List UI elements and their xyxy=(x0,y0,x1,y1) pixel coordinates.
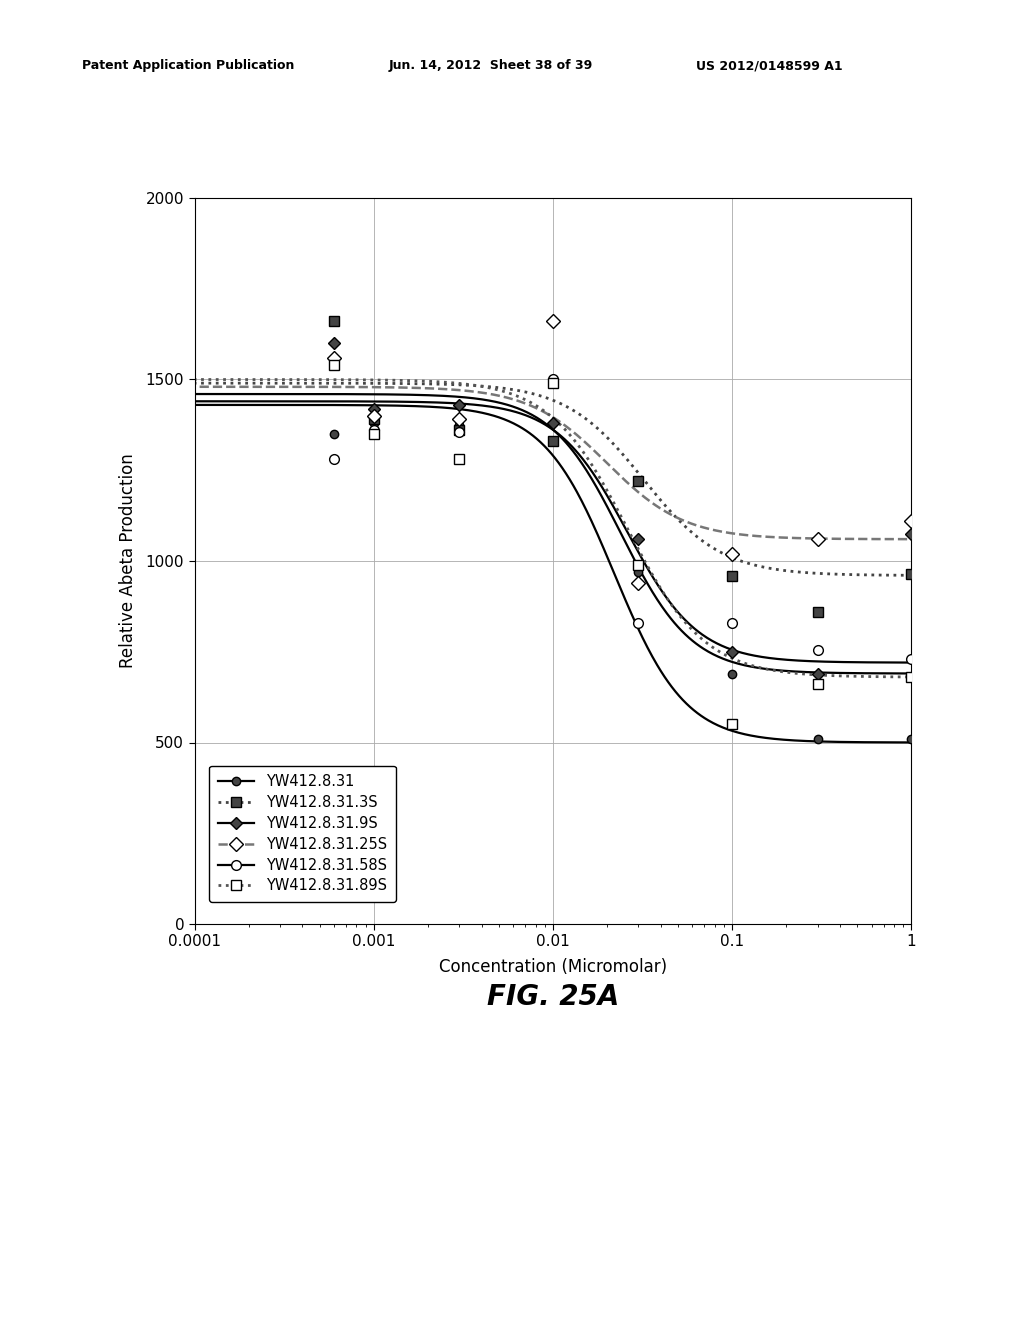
X-axis label: Concentration (Micromolar): Concentration (Micromolar) xyxy=(439,958,667,975)
Text: Patent Application Publication: Patent Application Publication xyxy=(82,59,294,73)
Text: FIG. 25A: FIG. 25A xyxy=(486,982,620,1011)
Text: US 2012/0148599 A1: US 2012/0148599 A1 xyxy=(696,59,843,73)
Y-axis label: Relative Abeta Production: Relative Abeta Production xyxy=(120,454,137,668)
Text: Jun. 14, 2012  Sheet 38 of 39: Jun. 14, 2012 Sheet 38 of 39 xyxy=(389,59,593,73)
Legend: YW412.8.31, YW412.8.31.3S, YW412.8.31.9S, YW412.8.31.25S, YW412.8.31.58S, YW412.: YW412.8.31, YW412.8.31.3S, YW412.8.31.9S… xyxy=(209,766,395,902)
